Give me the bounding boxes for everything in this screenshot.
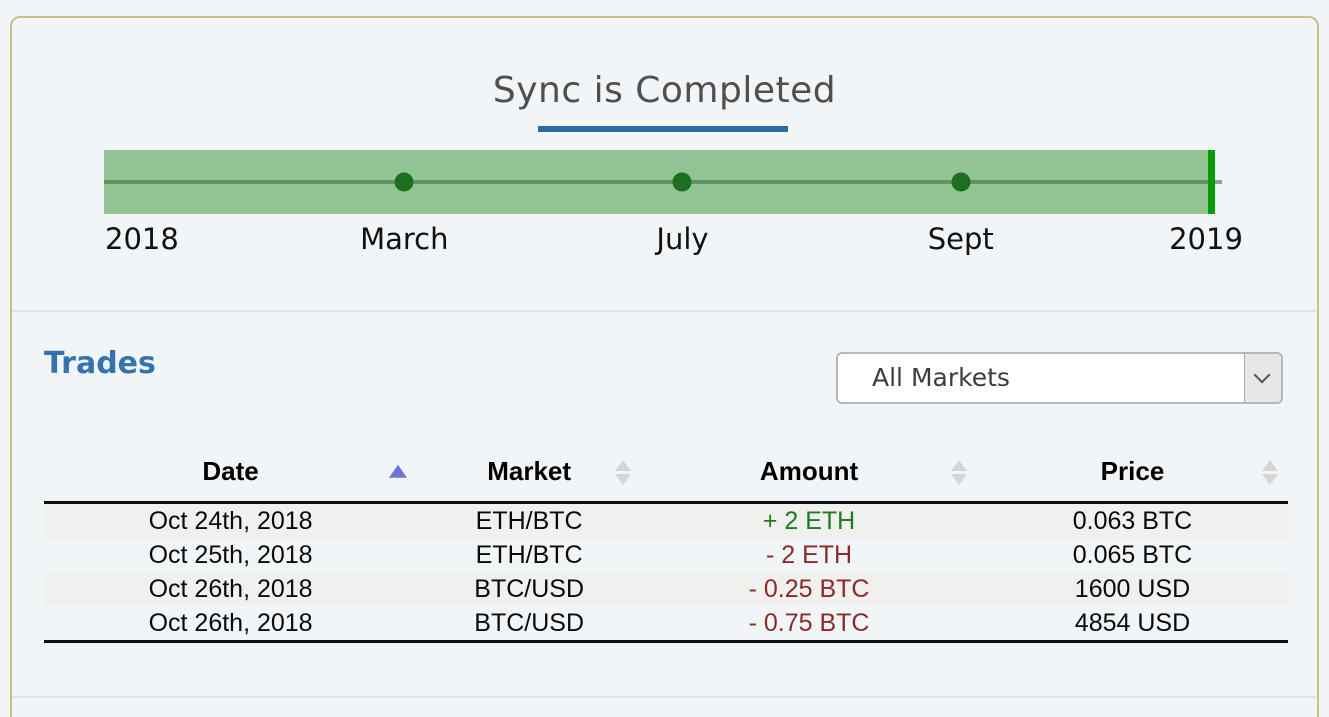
column-header-label: Price [1100,456,1165,486]
timeline-label-end: 2019 [1169,222,1243,256]
trades-table: Date Market Amount Price Oct 24th, 2018 … [44,438,1288,643]
sort-down-arrow-icon [615,473,632,485]
trade-date-cell: Oct 26th, 2018 [148,575,313,603]
trade-date-cell: Oct 25th, 2018 [148,541,313,569]
column-header-label: Date [202,456,259,486]
trade-market-cell: BTC/USD [417,606,642,643]
sort-arrows-icon[interactable] [615,459,632,485]
table-row[interactable]: Oct 25th, 2018 ETH/BTC - 2 ETH 0.065 BTC [44,538,1288,572]
column-header-label: Market [487,456,572,486]
trade-market-cell: ETH/BTC [475,541,583,569]
sort-arrows-icon[interactable] [389,464,408,478]
trade-amount-cell: - 0.75 BTC [641,606,977,643]
trade-amount-cell: - 0.25 BTC [748,575,870,603]
column-header-label: Amount [759,456,859,486]
column-header[interactable]: Price [976,438,1288,504]
trade-price-cell: 0.065 BTC [1072,541,1193,569]
column-header[interactable]: Amount [641,438,977,504]
trade-date-cell: Oct 24th, 2018 [148,507,313,535]
title-underline [538,126,788,132]
sort-arrows-icon[interactable] [1262,459,1278,485]
sort-asc-arrow-icon [389,464,408,478]
table-row[interactable]: Oct 24th, 2018 ETH/BTC + 2 ETH 0.063 BTC [44,502,1288,538]
chevron-down-icon [1253,366,1271,384]
timeline-current-position-marker [1208,150,1215,214]
timeline-label: Sept [927,222,994,256]
sort-down-arrow-icon [950,473,967,485]
sort-up-arrow-icon [615,459,632,471]
timeline-labels: 2018 2019 March July Sept [12,222,1317,262]
sync-timeline [12,150,1317,214]
table-header-row: Date Market Amount Price [44,438,1288,504]
trade-price-cell: 0.063 BTC [1072,507,1193,535]
table-row[interactable]: Oct 26th, 2018 BTC/USD - 0.75 BTC 4854 U… [44,606,1288,643]
section-divider [12,310,1317,312]
timeline-label: July [656,222,709,256]
column-header[interactable]: Date [44,438,418,504]
trade-price-cell: 4854 USD [976,606,1288,643]
trade-amount-cell: + 2 ETH [762,507,856,535]
select-arrow-button[interactable] [1244,354,1281,402]
trade-price-cell: 1600 USD [1074,575,1191,603]
timeline-label: March [360,222,449,256]
sort-up-arrow-icon [1262,459,1278,471]
trade-market-cell: BTC/USD [474,575,584,603]
section-divider-bottom [12,696,1317,698]
market-filter-select[interactable]: All Markets [836,352,1283,404]
main-panel: Sync is Completed 2018 2019 March July Sep… [10,16,1319,717]
timeline-progress-band [104,150,1208,214]
timeline-event-dot [951,172,971,192]
column-header[interactable]: Market [417,438,642,504]
table-row[interactable]: Oct 26th, 2018 BTC/USD - 0.25 BTC 1600 U… [44,572,1288,606]
sort-down-arrow-icon [1262,473,1278,485]
trades-heading: Trades [44,346,156,381]
trade-amount-cell: - 2 ETH [765,541,853,569]
trade-market-cell: ETH/BTC [475,507,583,535]
sync-status-title: Sync is Completed [492,70,837,111]
timeline-event-dot [672,172,692,192]
timeline-baseline [104,180,1222,184]
market-filter-selected-value: All Markets [872,363,1010,392]
sort-arrows-icon[interactable] [950,459,967,485]
timeline-label-start: 2018 [105,222,179,256]
timeline-event-dot [394,172,414,192]
trade-date-cell: Oct 26th, 2018 [44,606,418,643]
sort-up-arrow-icon [950,459,967,471]
